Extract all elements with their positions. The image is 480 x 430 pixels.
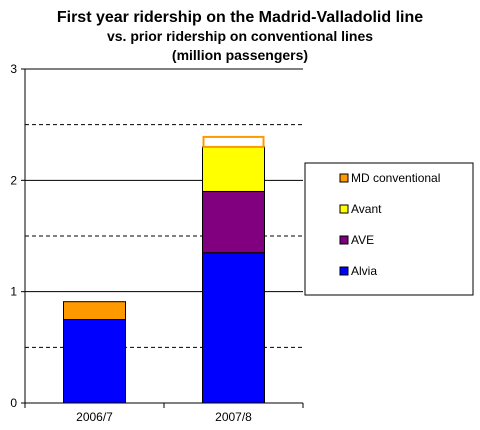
bar-md-conventional-0 bbox=[63, 301, 126, 321]
y-tick-label: 2 bbox=[10, 173, 17, 187]
chart-title: First year ridership on the Madrid-Valla… bbox=[57, 9, 423, 26]
legend-label: MD conventional bbox=[351, 171, 440, 185]
y-axis-ticks: 0 1 2 3 bbox=[10, 62, 25, 410]
bars bbox=[63, 135, 265, 404]
bar-alvia-0 bbox=[63, 319, 126, 404]
chart-subtitle-line-2: (million passengers) bbox=[172, 47, 308, 63]
bar-alvia-1 bbox=[202, 252, 265, 404]
y-tick-label: 3 bbox=[10, 62, 17, 76]
x-tick-label: 2007/8 bbox=[215, 410, 252, 424]
y-tick-label: 1 bbox=[10, 285, 17, 299]
bar-avant-1 bbox=[202, 146, 265, 192]
legend-label: Avant bbox=[351, 202, 382, 216]
legend: MD conventional Avant AVE Alvia bbox=[304, 162, 474, 296]
chart-subtitle-line-1: vs. prior ridership on conventional line… bbox=[107, 28, 373, 44]
legend-swatch bbox=[339, 204, 349, 214]
legend-box bbox=[304, 162, 474, 296]
legend-swatch bbox=[339, 173, 349, 183]
y-tick-label: 0 bbox=[10, 396, 17, 410]
x-tick-label: 2006/7 bbox=[76, 410, 113, 424]
x-axis-ticks: 2006/7 2007/8 bbox=[24, 403, 304, 424]
legend-label: AVE bbox=[351, 233, 374, 247]
legend-label: Alvia bbox=[351, 264, 377, 278]
bar-md-conventional-1 bbox=[202, 135, 265, 148]
legend-swatch bbox=[339, 266, 349, 276]
bar-ave-1 bbox=[202, 190, 265, 254]
legend-swatch bbox=[339, 235, 349, 245]
